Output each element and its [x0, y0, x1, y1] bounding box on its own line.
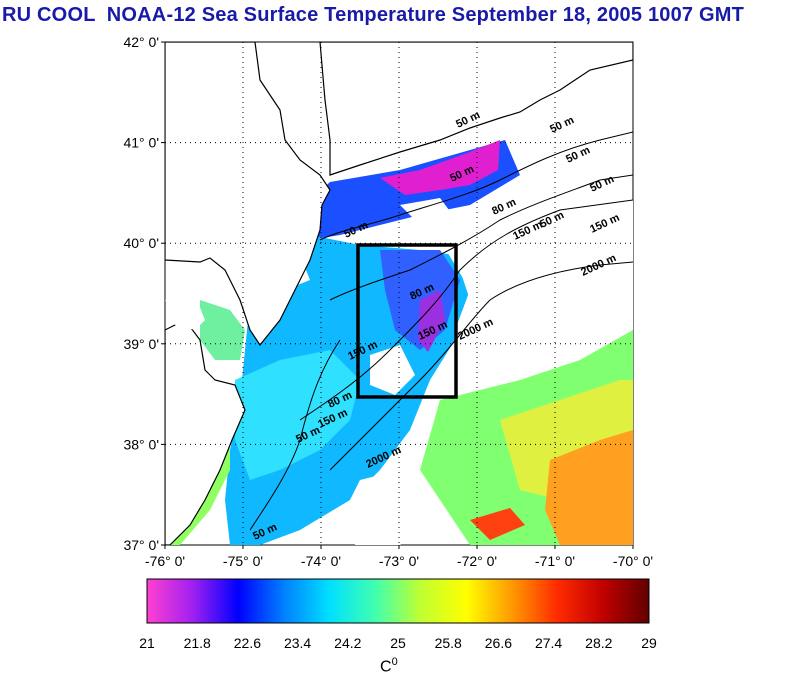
bathymetry-contours — [249, 131, 633, 531]
contour-2000m — [329, 261, 633, 471]
lat-label: 37° 0' — [123, 537, 159, 553]
lat-label: 39° 0' — [123, 336, 159, 352]
colorbar-unit-label: C0 — [380, 656, 398, 676]
cloud-patch — [400, 198, 455, 225]
cloud-patch — [370, 345, 415, 395]
cloud-patch — [520, 290, 575, 330]
land-new-jersey — [165, 42, 331, 347]
colorbar-tick-labels: 21 21.8 22.6 23.4 24.2 25 25.8 26.6 27.4 28.2 29 — [139, 635, 657, 651]
unit-superscript: 0 — [391, 656, 398, 668]
lon-label: -76° 0' — [145, 553, 185, 569]
lat-label: 40° 0' — [123, 235, 159, 251]
contour-80m — [329, 174, 633, 301]
study-area-box — [356, 243, 458, 399]
longitude-axis-labels: -76° 0' -75° 0' -74° 0' -73° 0' -72° 0' -71° … — [145, 545, 653, 569]
sst-water-offshore-orange — [545, 430, 633, 545]
colorbar-tick-label: 23.4 — [284, 635, 311, 651]
land-delmarva — [165, 319, 246, 545]
colorbar-tick-label: 25 — [390, 635, 406, 651]
sst-water-offshore-red — [470, 508, 525, 540]
land-mass — [165, 42, 633, 545]
lon-label: -72° 0' — [457, 553, 497, 569]
land-bay-inner — [165, 295, 205, 330]
colorbar-tick-label: 21.8 — [184, 635, 211, 651]
contour-50m — [319, 131, 633, 241]
sst-water-purple-streak — [418, 290, 445, 352]
colorbar-tick-label: 29 — [641, 635, 657, 651]
contour-50m-coastal — [249, 339, 341, 531]
colorbar-tick-label: 27.4 — [535, 635, 562, 651]
lon-label: -70° 0' — [613, 553, 653, 569]
lat-label: 41° 0' — [123, 135, 159, 151]
colorbar-bar — [146, 578, 650, 624]
land-long-island — [319, 42, 633, 176]
map-plot-area: 50 m 50 m50 m50 m50 m50 m50 m50 m50 m80 m… — [164, 41, 634, 546]
lon-label: -71° 0' — [535, 553, 575, 569]
colorbar-tick-label: 21 — [139, 635, 155, 651]
lat-label: 38° 0' — [123, 436, 159, 452]
contour-150m — [299, 199, 633, 421]
lon-label: -74° 0' — [301, 553, 341, 569]
colorbar-tick-label: 25.8 — [435, 635, 462, 651]
unit-text: C — [380, 658, 392, 676]
sst-water-teal — [235, 350, 360, 480]
sst-water-magenta — [380, 140, 500, 195]
colorbar: 21 21.8 22.6 23.4 24.2 25 25.8 26.6 27.4 28.2 29 — [139, 578, 657, 651]
colorbar-tick-label: 22.6 — [234, 635, 261, 651]
lon-label: -75° 0' — [223, 553, 263, 569]
colorbar-tick-label: 24.2 — [334, 635, 361, 651]
cloud-patch — [345, 470, 435, 545]
sst-water-ches — [200, 300, 245, 360]
colorbar-tick-label: 26.6 — [485, 635, 512, 651]
colorbar-tick-label: 28.2 — [585, 635, 612, 651]
graticule — [165, 42, 633, 545]
lat-label: 42° 0' — [123, 34, 159, 50]
cloud-patch — [440, 200, 633, 370]
lon-label: -73° 0' — [379, 553, 419, 569]
map-title: RU COOL NOAA-12 Sea Surface Temperature … — [2, 4, 745, 26]
latitude-axis-labels: 42° 0' 41° 0' 40° 0' 39° 0' 38° 0' 37° 0' — [123, 34, 165, 553]
